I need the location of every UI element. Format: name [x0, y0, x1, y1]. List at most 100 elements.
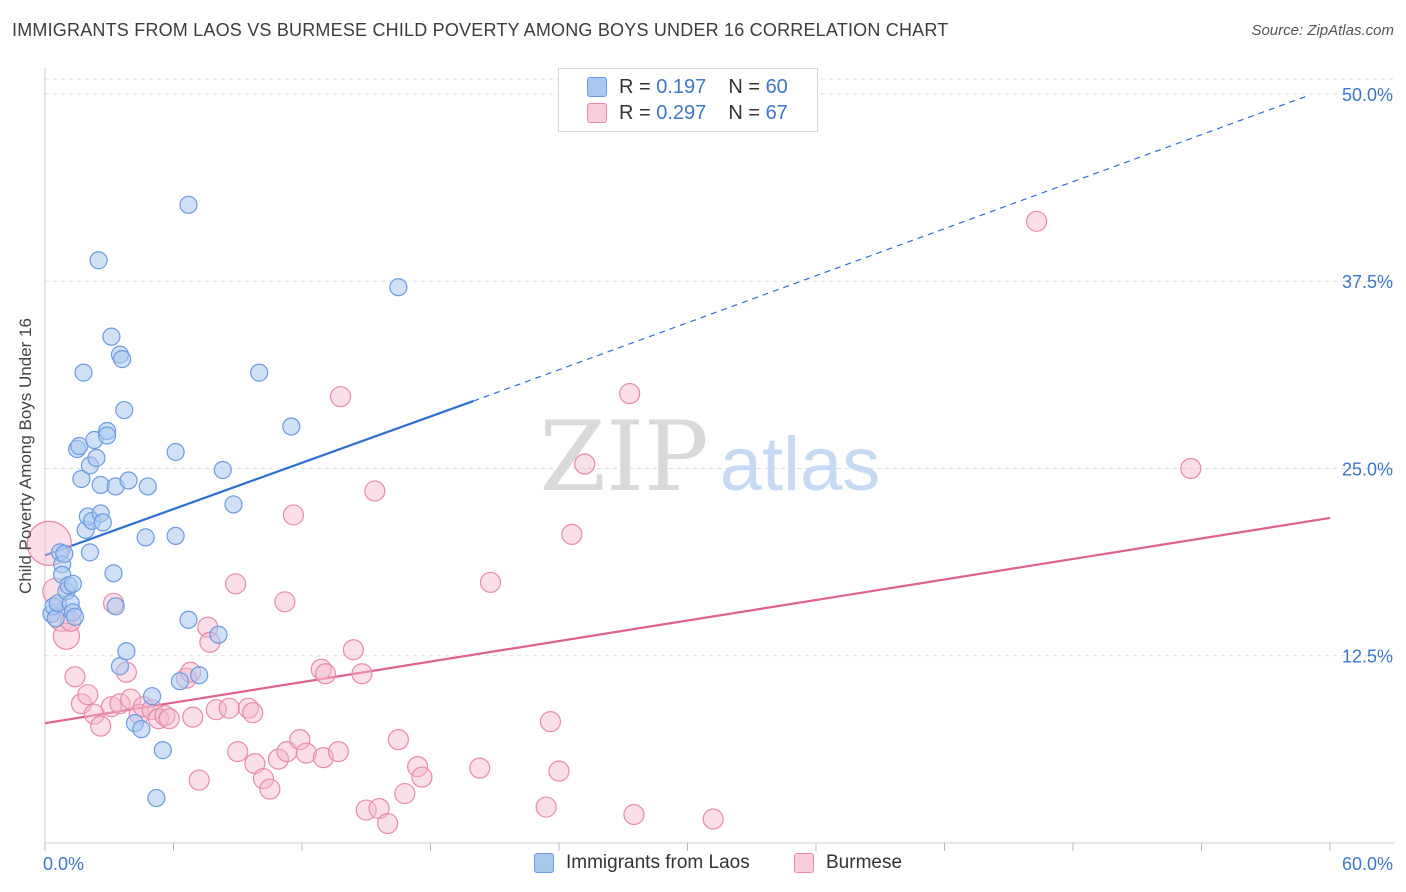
chart-title: IMMIGRANTS FROM LAOS VS BURMESE CHILD PO… — [12, 20, 949, 40]
point-laos — [117, 642, 136, 661]
point-laos — [213, 460, 232, 480]
point-burmese — [289, 729, 311, 751]
point-burmese — [327, 741, 350, 763]
point-laos — [179, 610, 198, 629]
points-laos — [42, 195, 408, 808]
y-tick-label: 25.0% — [1342, 459, 1393, 479]
legend-row-laos: R = 0.197 N = 60 — [587, 75, 788, 99]
point-burmese — [619, 382, 641, 405]
n-label: N = — [728, 101, 766, 124]
trend-line-laos — [44, 94, 1309, 557]
point-burmese — [77, 684, 99, 706]
point-laos — [106, 597, 125, 616]
trend-solid-laos — [44, 400, 474, 557]
r-value-burmese: 0.297 — [656, 101, 707, 124]
point-burmese — [274, 591, 296, 613]
point-burmese — [535, 796, 557, 818]
point-burmese — [574, 453, 596, 475]
legend-swatch-burmese — [587, 103, 607, 123]
point-burmese — [64, 666, 86, 688]
point-burmese — [109, 693, 131, 715]
legend-item-burmese[interactable]: Burmese — [794, 852, 902, 874]
x-tick-label: 60.0% — [1342, 854, 1393, 874]
point-burmese — [1180, 457, 1202, 480]
point-burmese — [188, 769, 210, 791]
legend-swatch-laos — [534, 853, 554, 873]
point-burmese — [90, 715, 112, 737]
n-value-laos: 60 — [765, 75, 788, 98]
point-laos — [166, 526, 185, 545]
point-burmese — [469, 757, 491, 779]
point-burmese — [351, 663, 373, 685]
point-laos — [282, 417, 301, 436]
point-burmese — [259, 778, 281, 800]
point-burmese — [295, 742, 317, 764]
x-tick-label: 0.0% — [43, 854, 84, 874]
point-burmese — [252, 767, 275, 790]
point-burmese — [411, 766, 433, 788]
point-laos — [72, 469, 91, 489]
watermark-atlas: atlas — [720, 422, 881, 507]
tick-labels: 12.5% 25.0% 37.5% 50.0% 0.0% 60.0% — [43, 85, 1393, 874]
watermark: ZIP atlas — [539, 401, 880, 513]
point-burmese — [377, 812, 399, 835]
points-burmese — [26, 210, 1202, 835]
gridlines — [45, 78, 1394, 657]
point-laos — [119, 471, 138, 490]
point-laos — [179, 195, 198, 214]
point-laos — [110, 657, 130, 676]
point-laos — [115, 400, 134, 420]
point-burmese — [1025, 210, 1048, 232]
point-laos — [80, 543, 100, 562]
legend-item-laos[interactable]: Immigrants from Laos — [534, 852, 750, 874]
point-burmese — [227, 741, 249, 763]
legend-swatch-burmese — [794, 853, 814, 873]
point-laos — [224, 495, 243, 514]
point-burmese — [52, 622, 81, 650]
axes — [44, 68, 1394, 851]
point-laos — [74, 363, 93, 382]
point-laos — [63, 574, 82, 593]
point-laos — [153, 741, 172, 760]
point-laos — [147, 788, 166, 808]
legend-label-laos: Immigrants from Laos — [566, 852, 750, 873]
point-burmese — [282, 504, 305, 526]
point-burmese — [387, 729, 409, 751]
series-legend: Immigrants from Laos Burmese — [0, 852, 1406, 878]
point-laos — [104, 564, 123, 583]
point-laos — [209, 625, 228, 644]
point-burmese — [394, 782, 416, 805]
point-laos — [46, 609, 65, 628]
point-burmese — [548, 760, 570, 782]
point-burmese — [623, 803, 645, 826]
point-laos — [138, 477, 157, 496]
correlation-legend: R = 0.197 N = 60 R = 0.297 N = 67 — [558, 68, 818, 132]
y-axis-label: Child Poverty Among Boys Under 16 — [16, 318, 35, 594]
point-laos — [190, 666, 209, 685]
point-laos — [170, 672, 190, 691]
point-burmese — [342, 639, 364, 661]
point-burmese — [407, 755, 429, 778]
point-burmese — [561, 523, 583, 545]
point-burmese — [225, 573, 247, 595]
y-tick-label: 50.0% — [1342, 85, 1393, 105]
point-laos — [250, 363, 269, 382]
point-burmese — [242, 702, 264, 724]
point-laos — [166, 442, 185, 462]
n-value-burmese: 67 — [765, 101, 788, 124]
point-laos — [102, 327, 121, 346]
point-burmese — [539, 711, 562, 733]
point-laos — [98, 426, 117, 445]
n-label: N = — [728, 75, 766, 98]
point-burmese — [702, 808, 724, 830]
point-laos — [142, 687, 162, 706]
point-burmese — [267, 748, 290, 770]
point-laos — [55, 544, 74, 563]
watermark-zip: ZIP — [539, 401, 708, 513]
legend-label-burmese: Burmese — [826, 852, 903, 873]
legend-swatch-laos — [587, 77, 607, 97]
point-laos — [132, 720, 151, 739]
y-tick-label: 12.5% — [1342, 647, 1393, 667]
point-laos — [389, 278, 408, 297]
